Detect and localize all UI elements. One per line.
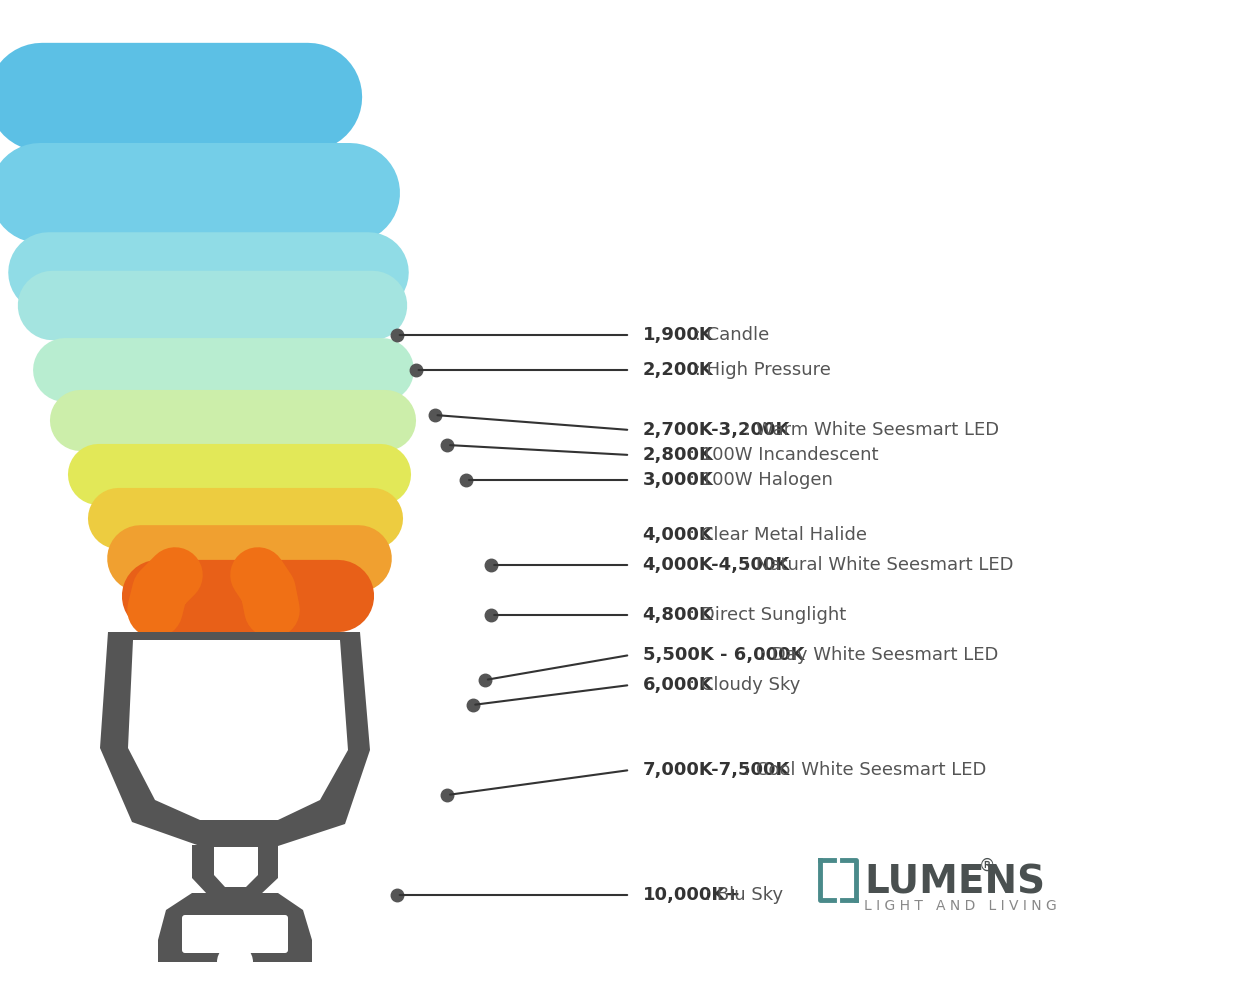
Polygon shape <box>158 893 312 962</box>
Polygon shape <box>214 847 258 887</box>
Text: 5,500K - 6,000K: 5,500K - 6,000K <box>643 646 804 664</box>
Text: 2,200K: 2,200K <box>643 361 713 379</box>
Text: : 100W Halogen: : 100W Halogen <box>689 471 833 489</box>
Text: 2,800K: 2,800K <box>643 446 713 464</box>
Text: 1,900K: 1,900K <box>643 326 713 344</box>
Text: : Cloudy Sky: : Cloudy Sky <box>689 676 801 694</box>
Text: 10,000K+: 10,000K+ <box>643 886 741 904</box>
Text: : Cool White Seesmart LED: : Cool White Seesmart LED <box>743 761 987 779</box>
Text: : Warm White Seesmart LED: : Warm White Seesmart LED <box>743 421 999 439</box>
Polygon shape <box>100 632 370 846</box>
Text: : Direct Sunglight: : Direct Sunglight <box>689 606 847 624</box>
Polygon shape <box>192 845 278 895</box>
Text: : Clear Metal Halide: : Clear Metal Halide <box>689 526 867 544</box>
Text: 6,000K: 6,000K <box>643 676 713 694</box>
Wedge shape <box>205 932 265 962</box>
Text: : High Pressure: : High Pressure <box>689 361 832 379</box>
Text: : Day White Seesmart LED: : Day White Seesmart LED <box>760 646 998 664</box>
Text: : Candle: : Candle <box>689 326 770 344</box>
FancyBboxPatch shape <box>181 915 289 953</box>
Text: : 100W Incandescent: : 100W Incandescent <box>689 446 879 464</box>
Text: 4,800K: 4,800K <box>643 606 713 624</box>
Text: LUMENS: LUMENS <box>864 863 1045 901</box>
Wedge shape <box>217 944 253 962</box>
Text: 3,000K: 3,000K <box>643 471 713 489</box>
Text: 7,000K-7,500K: 7,000K-7,500K <box>643 761 790 779</box>
Text: : Blu Sky: : Blu Sky <box>706 886 784 904</box>
Text: 2,700K-3,200K: 2,700K-3,200K <box>643 421 790 439</box>
Polygon shape <box>129 640 348 820</box>
Text: ®: ® <box>979 857 995 875</box>
Text: L I G H T   A N D   L I V I N G: L I G H T A N D L I V I N G <box>864 899 1057 913</box>
Text: 4,000K-4,500K: 4,000K-4,500K <box>643 556 790 574</box>
Text: : Natural White Seesmart LED: : Natural White Seesmart LED <box>743 556 1013 574</box>
Text: 4,000K: 4,000K <box>643 526 713 544</box>
